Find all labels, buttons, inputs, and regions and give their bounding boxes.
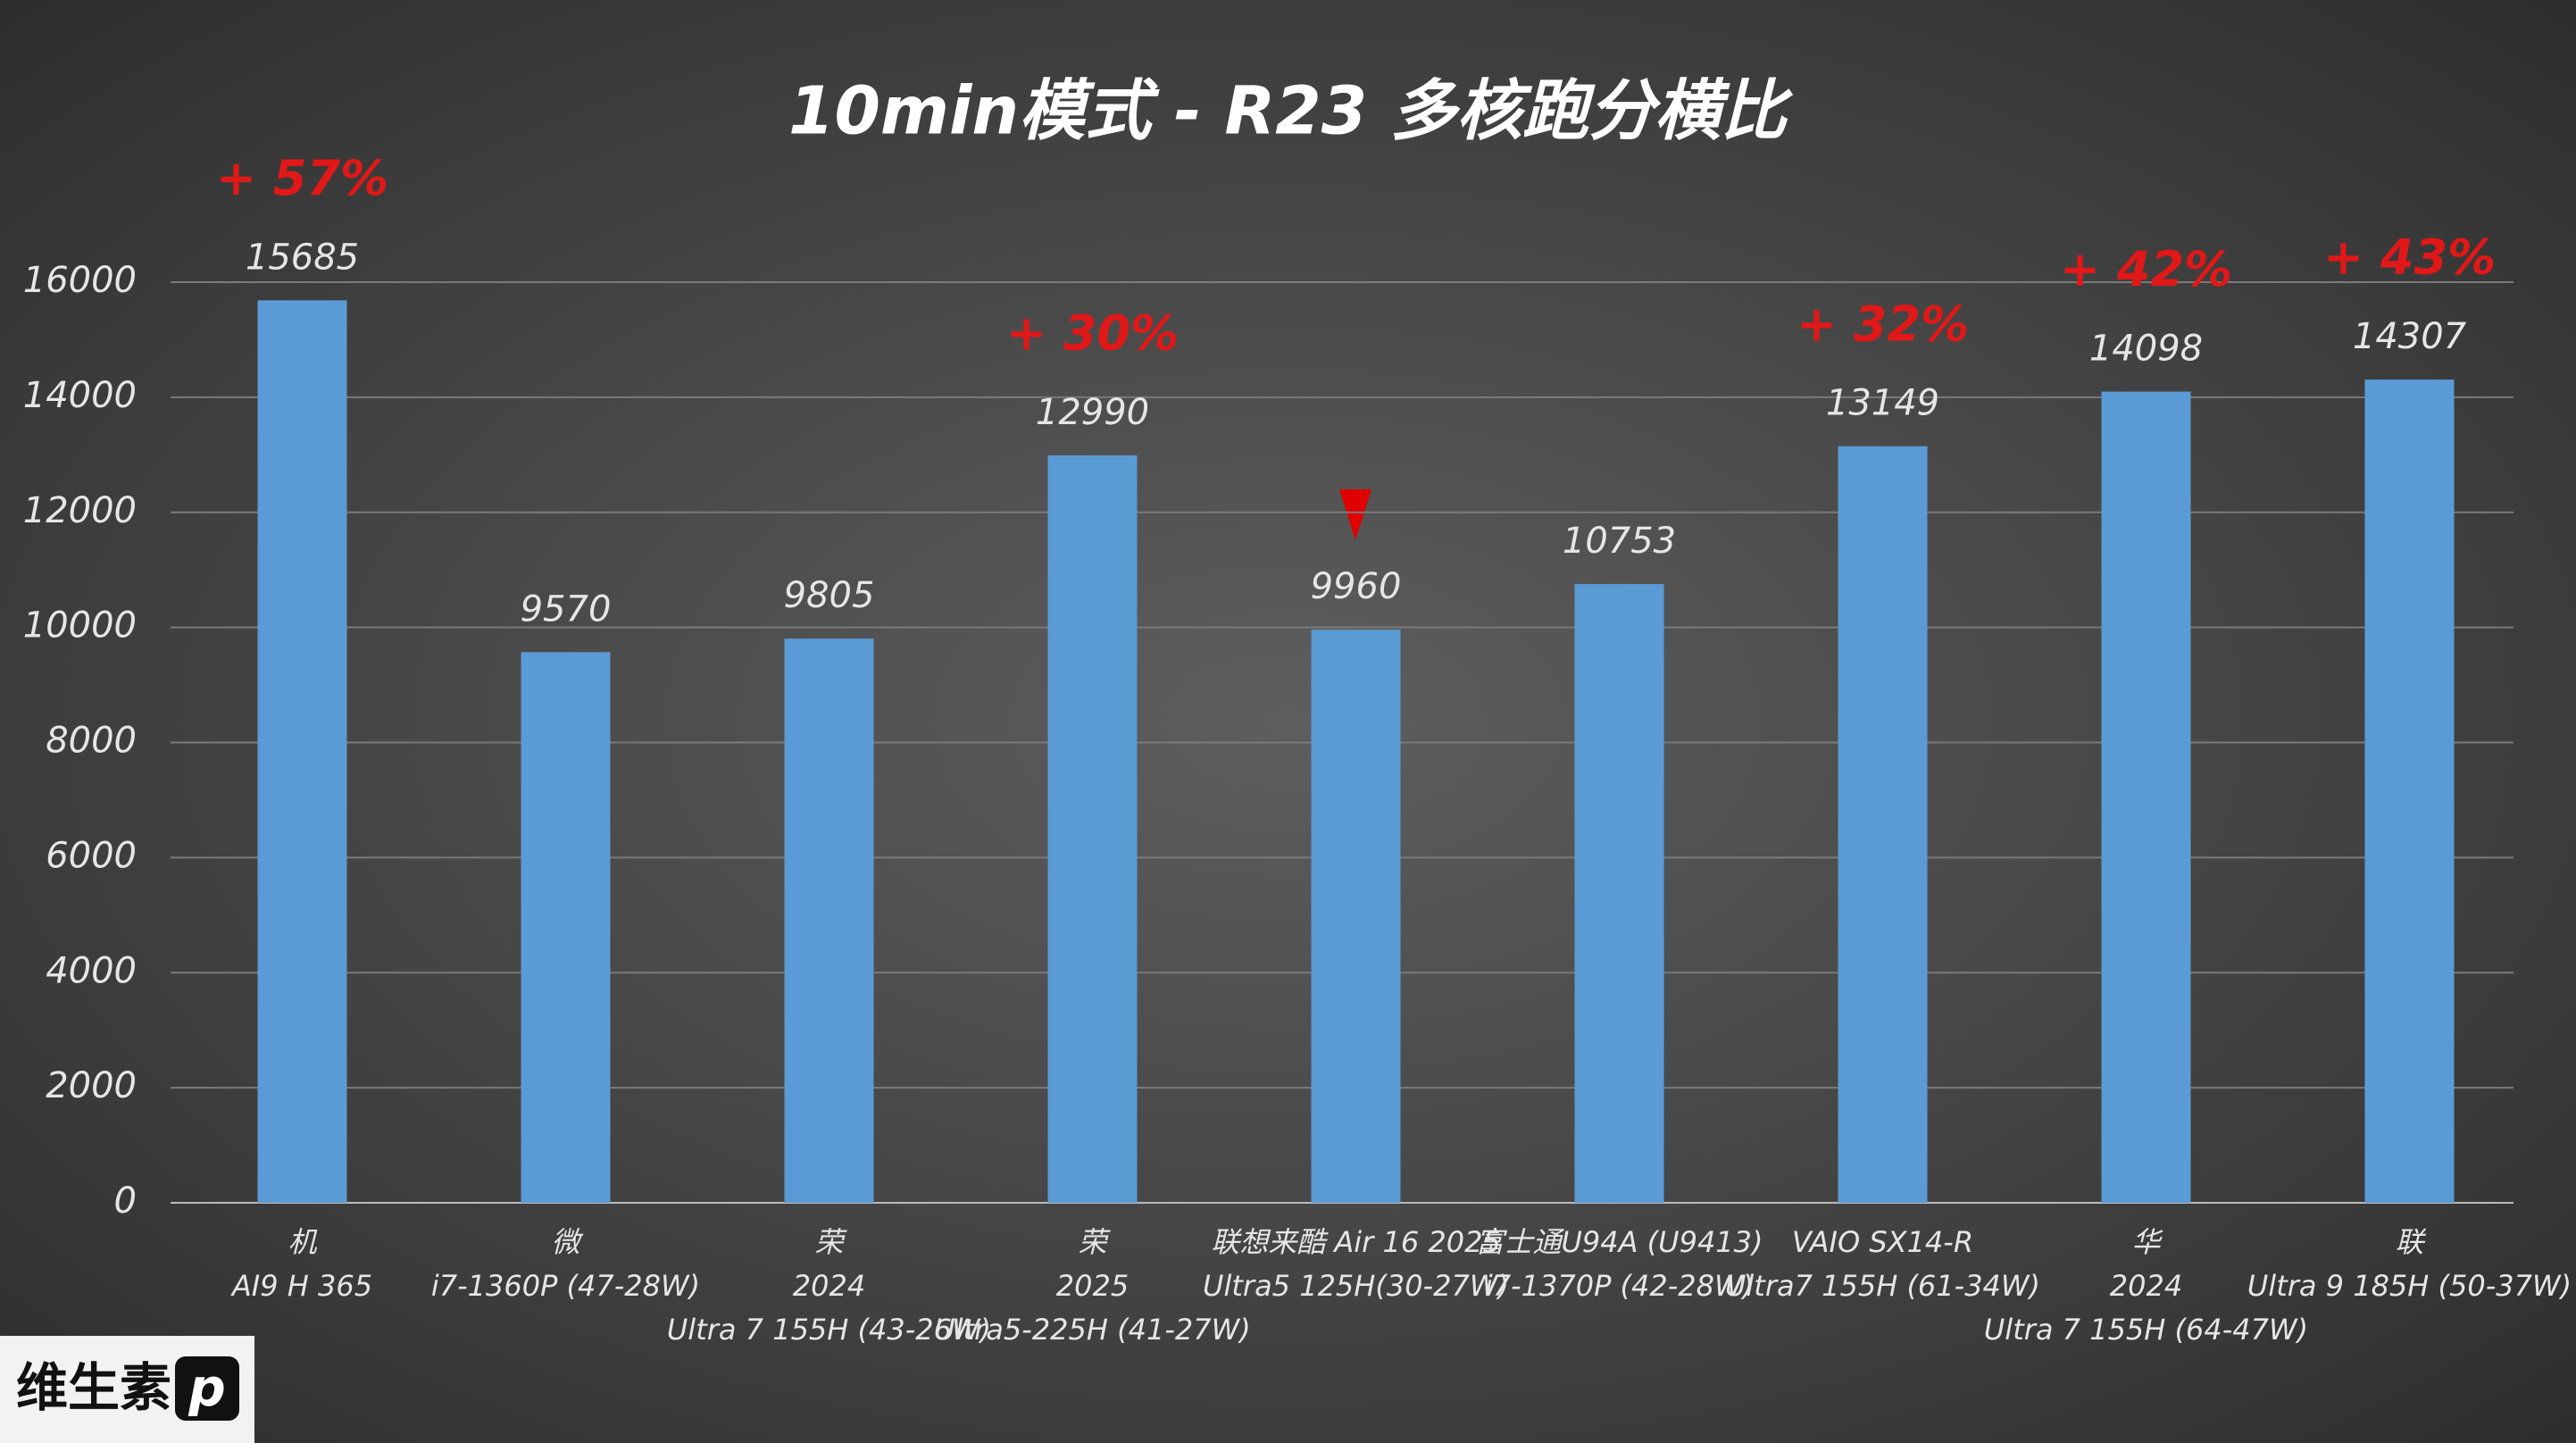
- x-tick-label: 2024: [793, 1269, 865, 1303]
- percent-label: + 42%: [2060, 241, 2232, 297]
- percent-label: + 30%: [1006, 305, 1179, 362]
- x-tick-label: Ultra 7 155H (43-26W): [667, 1313, 991, 1347]
- chart-title: 10min模式 - R23 多核跑分横比: [788, 73, 1794, 150]
- x-tick-label: Ultra7 155H (61-34W): [1725, 1269, 2040, 1303]
- value-label: 13149: [1826, 383, 1939, 424]
- bar: [1047, 455, 1138, 1203]
- y-tick-label: 16000: [23, 260, 137, 301]
- x-tick-label: AI9 H 365: [230, 1269, 372, 1303]
- y-tick-label: 2000: [46, 1065, 137, 1106]
- bar: [1838, 446, 1928, 1203]
- value-label: 10753: [1563, 521, 1676, 562]
- x-tick-label: Ultra5 125H(30-27W): [1203, 1269, 1509, 1303]
- value-label: 9570: [521, 588, 612, 630]
- x-tick-label: i7-1370P (42-28W): [1485, 1269, 1754, 1303]
- x-tick-label: 2025: [1056, 1269, 1129, 1303]
- bar: [1574, 584, 1664, 1203]
- logo-text: 维生素: [16, 1357, 171, 1418]
- x-tick-label: Ultra 9 185H (50-37W): [2247, 1269, 2572, 1303]
- value-label: 9960: [1311, 566, 1402, 607]
- x-tick-label: 联: [2395, 1225, 2426, 1259]
- y-tick-label: 12000: [23, 490, 137, 531]
- x-tick-label: 荣: [814, 1225, 847, 1259]
- value-label: 12990: [1036, 392, 1149, 433]
- value-label: 9805: [784, 575, 875, 616]
- x-tick-label: 富士通U94A (U9413): [1475, 1225, 1763, 1259]
- logo-icon-glyph: p: [188, 1357, 226, 1418]
- x-tick-label: 华: [2131, 1225, 2163, 1259]
- value-label: 14307: [2353, 316, 2467, 357]
- highlight-marker: [1339, 489, 1371, 540]
- x-tick-label: 机: [288, 1225, 317, 1259]
- percent-label: + 43%: [2323, 229, 2496, 286]
- percent-label: + 32%: [1797, 296, 1969, 352]
- y-tick-label: 4000: [46, 950, 137, 991]
- percent-label: + 57%: [216, 150, 388, 206]
- bar: [784, 638, 874, 1203]
- y-tick-label: 8000: [46, 721, 137, 762]
- bar: [2364, 380, 2455, 1204]
- x-tick-label: VAIO SX14-R: [1792, 1225, 1973, 1259]
- y-tick-label: 10000: [23, 605, 137, 646]
- x-tick-label: 联想来酷 Air 16 2025: [1211, 1225, 1501, 1259]
- x-tick-label: 荣: [1078, 1225, 1111, 1259]
- bar: [257, 300, 347, 1203]
- x-tick-label: 微: [551, 1225, 583, 1259]
- x-tick-label: i7-1360P (47-28W): [431, 1269, 700, 1303]
- y-tick-label: 14000: [23, 375, 137, 416]
- y-tick-label: 0: [114, 1180, 137, 1222]
- value-label: 14098: [2089, 329, 2203, 370]
- logo-icon: [175, 1356, 239, 1421]
- bar: [2101, 391, 2191, 1203]
- x-tick-label: Ultra5-225H (41-27W): [934, 1313, 1250, 1347]
- x-tick-label: 2024: [2110, 1269, 2182, 1303]
- bar: [521, 652, 611, 1203]
- y-tick-label: 6000: [46, 835, 137, 876]
- bar: [1311, 630, 1401, 1203]
- x-tick-label: Ultra 7 155H (64-47W): [1984, 1313, 2308, 1347]
- value-label: 15685: [246, 237, 359, 278]
